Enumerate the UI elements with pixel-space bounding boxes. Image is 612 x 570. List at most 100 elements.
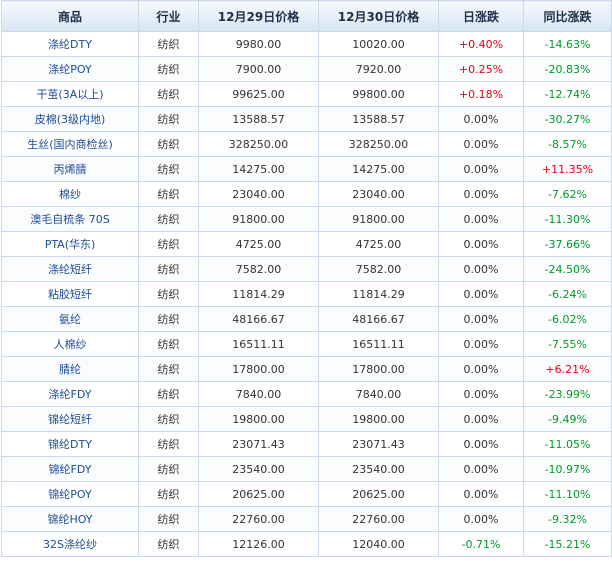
price-dec30-cell: 7582.00 — [318, 256, 439, 282]
daily-change-cell: 0.00% — [438, 206, 524, 232]
yoy-change-cell: -37.66% — [523, 231, 612, 257]
price-dec30-cell: 11814.29 — [318, 281, 439, 307]
commodity-name-cell[interactable]: 生丝(国内商检丝) — [1, 131, 139, 157]
daily-change-cell: 0.00% — [438, 331, 524, 357]
price-dec29-cell: 7840.00 — [198, 381, 319, 407]
daily-change-cell: 0.00% — [438, 431, 524, 457]
table-row: 锦纶POY 纺织 20625.00 20625.00 0.00% -11.10% — [1, 481, 612, 507]
price-dec29-cell: 20625.00 — [198, 481, 319, 507]
commodity-name-cell[interactable]: 人棉纱 — [1, 331, 139, 357]
industry-cell: 纺织 — [138, 31, 199, 57]
commodity-name-cell[interactable]: 锦纶DTY — [1, 431, 139, 457]
price-dec30-cell: 23071.43 — [318, 431, 439, 457]
commodity-name-cell[interactable]: 丙烯腈 — [1, 156, 139, 182]
yoy-change-cell: -6.02% — [523, 306, 612, 332]
commodity-name-cell[interactable]: 干茧(3A以上) — [1, 81, 139, 107]
commodity-name-cell[interactable]: 腈纶 — [1, 356, 139, 382]
table-row: 丙烯腈 纺织 14275.00 14275.00 0.00% +11.35% — [1, 156, 612, 182]
table-row: 锦纶短纤 纺织 19800.00 19800.00 0.00% -9.49% — [1, 406, 612, 432]
table-row: 锦纶HOY 纺织 22760.00 22760.00 0.00% -9.32% — [1, 506, 612, 532]
industry-cell: 纺织 — [138, 206, 199, 232]
table-row: 人棉纱 纺织 16511.11 16511.11 0.00% -7.55% — [1, 331, 612, 357]
industry-cell: 纺织 — [138, 231, 199, 257]
daily-change-cell: 0.00% — [438, 356, 524, 382]
yoy-change-cell: -14.63% — [523, 31, 612, 57]
commodity-name-cell[interactable]: 锦纶HOY — [1, 506, 139, 532]
price-dec29-cell: 23040.00 — [198, 181, 319, 207]
header-industry[interactable]: 行业 — [138, 0, 199, 32]
commodity-name-cell[interactable]: 涤纶短纤 — [1, 256, 139, 282]
price-dec30-cell: 4725.00 — [318, 231, 439, 257]
commodity-name-cell[interactable]: 皮棉(3级内地) — [1, 106, 139, 132]
daily-change-cell: 0.00% — [438, 231, 524, 257]
industry-cell: 纺织 — [138, 456, 199, 482]
commodity-name-cell[interactable]: 锦纶FDY — [1, 456, 139, 482]
price-dec30-cell: 19800.00 — [318, 406, 439, 432]
price-dec29-cell: 48166.67 — [198, 306, 319, 332]
commodity-name-cell[interactable]: 棉纱 — [1, 181, 139, 207]
table-body: 涤纶DTY 纺织 9980.00 10020.00 +0.40% -14.63% 涤纶POY… — [1, 31, 612, 557]
commodity-name-cell[interactable]: PTA(华东) — [1, 231, 139, 257]
commodity-name-cell[interactable]: 澳毛自梳条 70S — [1, 206, 139, 232]
price-dec30-cell: 328250.00 — [318, 131, 439, 157]
header-price-dec29[interactable]: 12月29日价格 — [198, 0, 319, 32]
table-row: 澳毛自梳条 70S 纺织 91800.00 91800.00 0.00% -11.30% — [1, 206, 612, 232]
daily-change-cell: 0.00% — [438, 306, 524, 332]
daily-change-cell: 0.00% — [438, 481, 524, 507]
price-dec29-cell: 91800.00 — [198, 206, 319, 232]
daily-change-cell: +0.40% — [438, 31, 524, 57]
yoy-change-cell: +11.35% — [523, 156, 612, 182]
table-row: PTA(华东) 纺织 4725.00 4725.00 0.00% -37.66% — [1, 231, 612, 257]
daily-change-cell: 0.00% — [438, 381, 524, 407]
price-dec29-cell: 7582.00 — [198, 256, 319, 282]
price-dec29-cell: 4725.00 — [198, 231, 319, 257]
industry-cell: 纺织 — [138, 431, 199, 457]
header-daily-change[interactable]: 日涨跌 — [438, 0, 524, 32]
industry-cell: 纺织 — [138, 181, 199, 207]
yoy-change-cell: -23.99% — [523, 381, 612, 407]
yoy-change-cell: -11.30% — [523, 206, 612, 232]
price-dec30-cell: 7840.00 — [318, 381, 439, 407]
industry-cell: 纺织 — [138, 81, 199, 107]
commodity-name-cell[interactable]: 锦纶POY — [1, 481, 139, 507]
yoy-change-cell: -10.97% — [523, 456, 612, 482]
price-dec30-cell: 48166.67 — [318, 306, 439, 332]
header-commodity[interactable]: 商品 — [1, 0, 139, 32]
daily-change-cell: 0.00% — [438, 456, 524, 482]
daily-change-cell: 0.00% — [438, 406, 524, 432]
table-row: 棉纱 纺织 23040.00 23040.00 0.00% -7.62% — [1, 181, 612, 207]
commodity-name-cell[interactable]: 氨纶 — [1, 306, 139, 332]
industry-cell: 纺织 — [138, 56, 199, 82]
commodity-name-cell[interactable]: 32S涤纶纱 — [1, 531, 139, 557]
price-dec29-cell: 11814.29 — [198, 281, 319, 307]
yoy-change-cell: -24.50% — [523, 256, 612, 282]
industry-cell: 纺织 — [138, 331, 199, 357]
commodity-name-cell[interactable]: 涤纶FDY — [1, 381, 139, 407]
daily-change-cell: 0.00% — [438, 106, 524, 132]
price-dec29-cell: 13588.57 — [198, 106, 319, 132]
price-dec30-cell: 17800.00 — [318, 356, 439, 382]
price-dec30-cell: 99800.00 — [318, 81, 439, 107]
daily-change-cell: 0.00% — [438, 256, 524, 282]
yoy-change-cell: -15.21% — [523, 531, 612, 557]
table-row: 生丝(国内商检丝) 纺织 328250.00 328250.00 0.00% -8.57% — [1, 131, 612, 157]
commodity-name-cell[interactable]: 粘胶短纤 — [1, 281, 139, 307]
header-yoy-change[interactable]: 同比涨跌 — [523, 0, 612, 32]
price-dec29-cell: 328250.00 — [198, 131, 319, 157]
commodity-name-cell[interactable]: 涤纶DTY — [1, 31, 139, 57]
yoy-change-cell: -30.27% — [523, 106, 612, 132]
commodity-name-cell[interactable]: 锦纶短纤 — [1, 406, 139, 432]
table-row: 涤纶POY 纺织 7900.00 7920.00 +0.25% -20.83% — [1, 56, 612, 82]
table-row: 粘胶短纤 纺织 11814.29 11814.29 0.00% -6.24% — [1, 281, 612, 307]
commodity-name-cell[interactable]: 涤纶POY — [1, 56, 139, 82]
table-row: 涤纶短纤 纺织 7582.00 7582.00 0.00% -24.50% — [1, 256, 612, 282]
yoy-change-cell: -7.62% — [523, 181, 612, 207]
yoy-change-cell: -9.49% — [523, 406, 612, 432]
daily-change-cell: 0.00% — [438, 131, 524, 157]
yoy-change-cell: -12.74% — [523, 81, 612, 107]
commodity-price-table: 商品 行业 12月29日价格 12月30日价格 日涨跌 同比涨跌 涤纶DTY 纺织… — [1, 0, 612, 557]
daily-change-cell: +0.25% — [438, 56, 524, 82]
header-price-dec30[interactable]: 12月30日价格 — [318, 0, 439, 32]
price-dec30-cell: 23040.00 — [318, 181, 439, 207]
price-dec30-cell: 16511.11 — [318, 331, 439, 357]
